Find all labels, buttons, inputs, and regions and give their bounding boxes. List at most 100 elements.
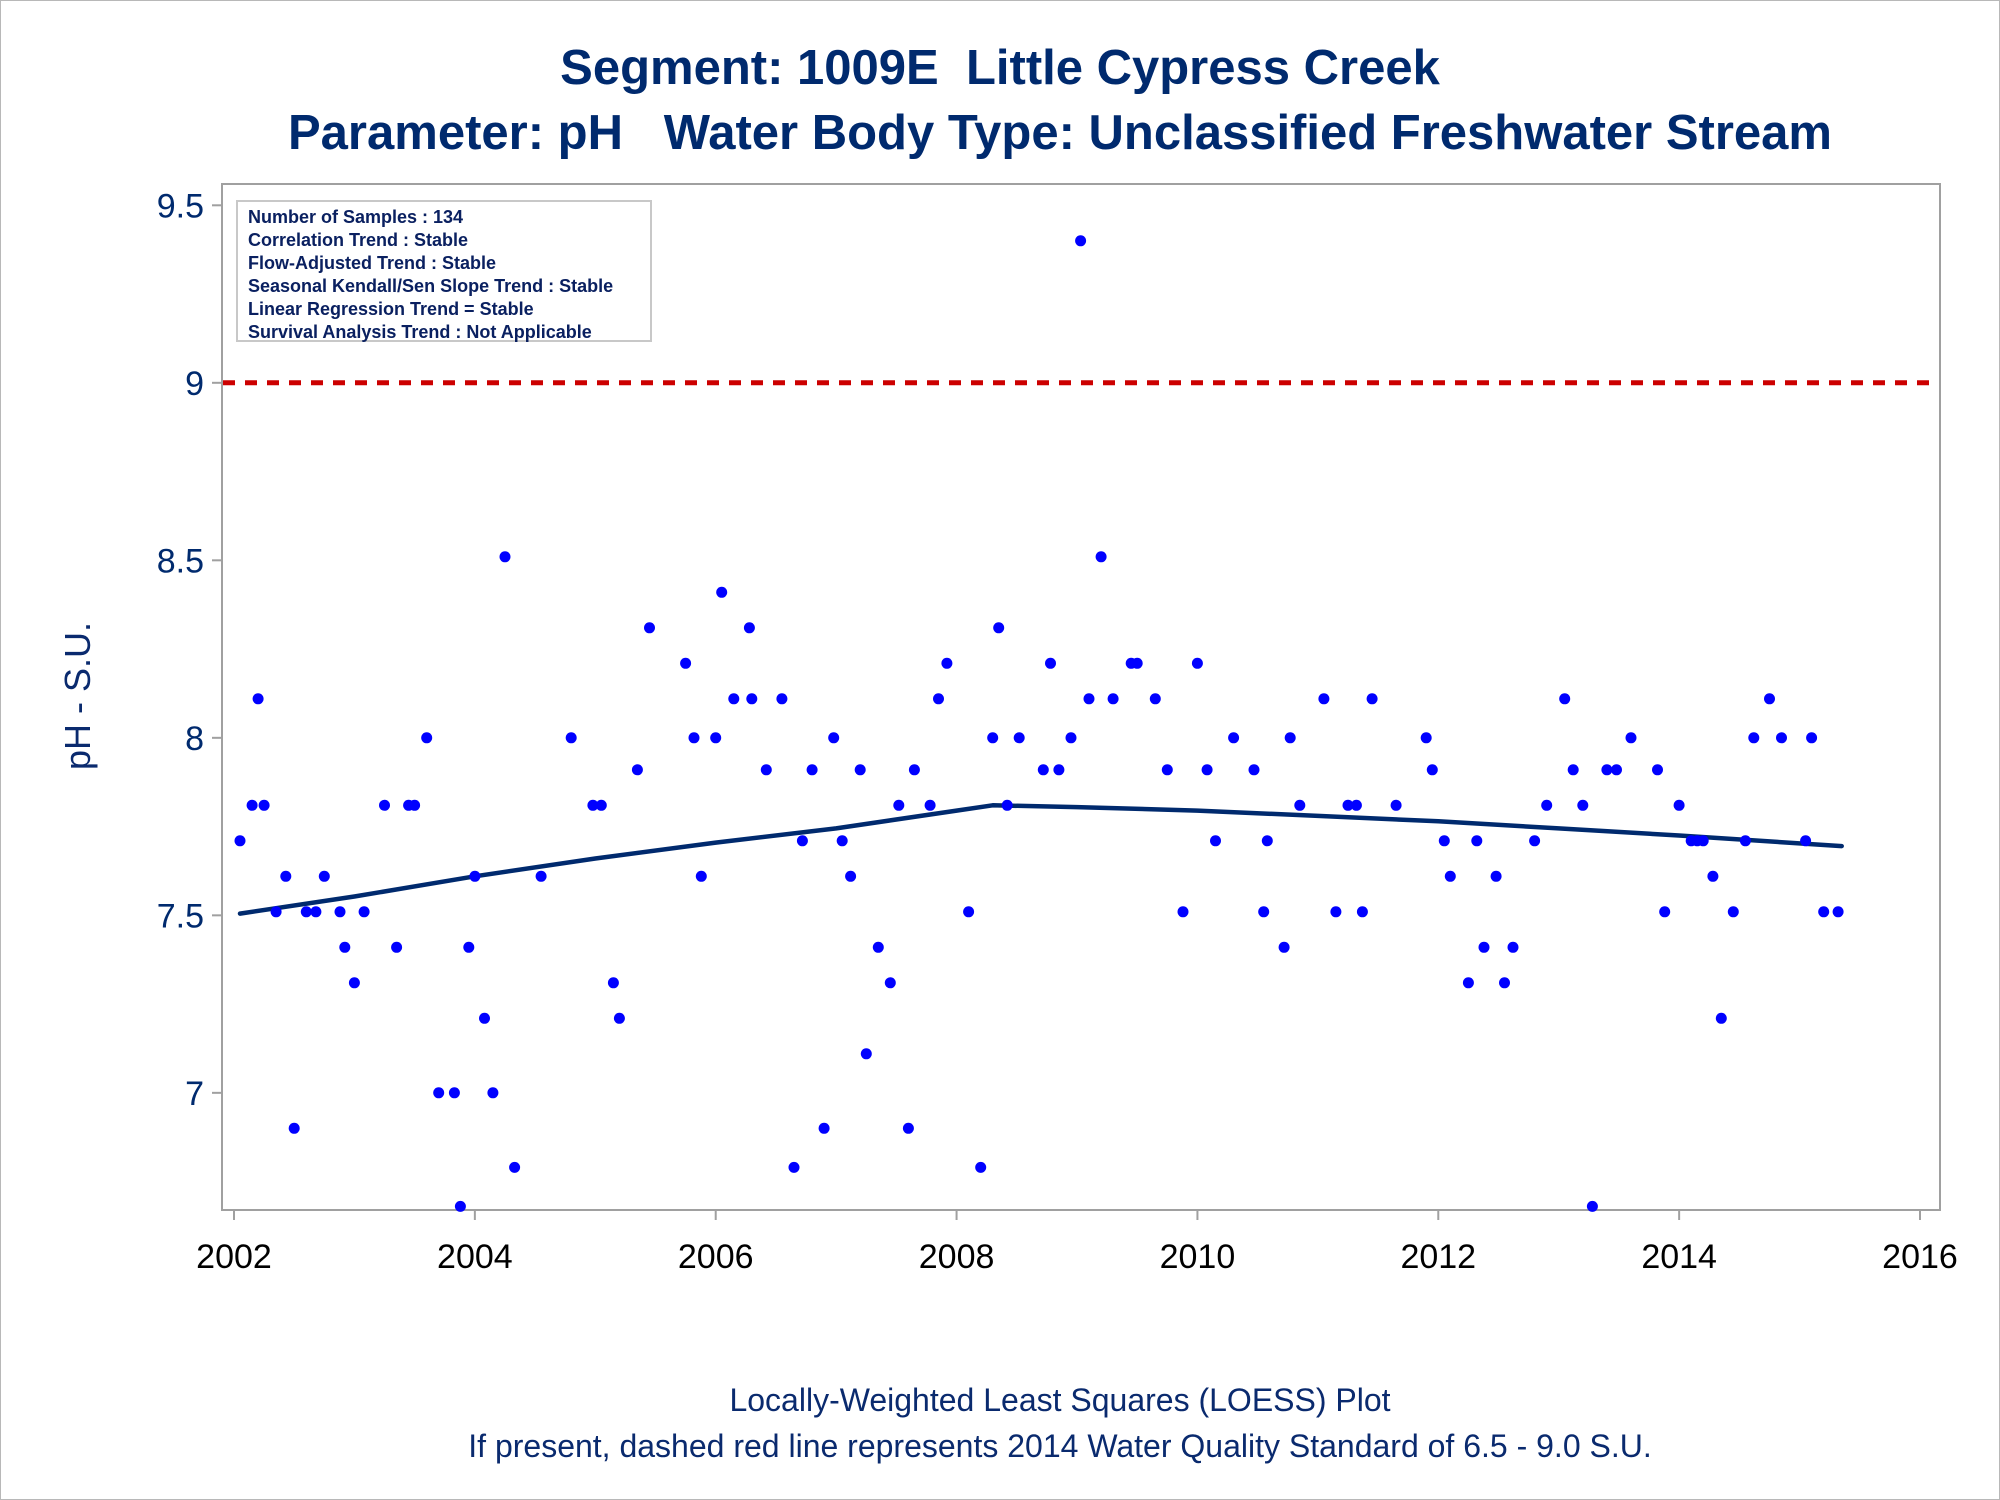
- data-point: [872, 941, 884, 953]
- data-point: [509, 1161, 521, 1173]
- data-point: [1529, 835, 1541, 847]
- data-point: [280, 870, 292, 882]
- data-point: [818, 1122, 830, 1134]
- data-point: [535, 870, 547, 882]
- data-point: [565, 732, 577, 744]
- data-point: [828, 732, 840, 744]
- chart-subtitle: Parameter: pH Water Body Type: Unclassif…: [288, 106, 1832, 160]
- data-point: [688, 732, 700, 744]
- footnote-standard: If present, dashed red line represents 2…: [468, 1428, 1652, 1464]
- y-tick-label: 8.5: [157, 542, 204, 580]
- data-point: [1131, 657, 1143, 669]
- data-point: [1426, 764, 1438, 776]
- data-point: [270, 906, 282, 918]
- y-tick-label: 8: [185, 720, 204, 758]
- y-tick-label: 9.5: [157, 187, 204, 225]
- x-tick-label: 2012: [1400, 1238, 1476, 1276]
- data-point: [884, 977, 896, 989]
- data-point: [845, 870, 857, 882]
- data-point: [1248, 764, 1260, 776]
- data-point: [448, 1087, 460, 1099]
- data-point: [1083, 693, 1095, 705]
- data-point: [310, 906, 322, 918]
- data-point: [924, 799, 936, 811]
- data-point: [1499, 977, 1510, 989]
- data-point: [463, 941, 475, 953]
- data-point: [1210, 835, 1221, 847]
- data-point: [1356, 906, 1368, 918]
- data-point: [728, 693, 740, 705]
- data-point: [1065, 732, 1077, 744]
- data-point: [300, 906, 312, 918]
- data-point: [421, 732, 433, 744]
- data-point: [1366, 693, 1378, 705]
- data-point: [1541, 799, 1553, 811]
- x-tick-label: 2010: [1160, 1238, 1236, 1276]
- y-tick-label: 9: [185, 365, 204, 403]
- data-point: [631, 764, 643, 776]
- data-point: [1478, 941, 1490, 953]
- trend-info-box: Number of Samples : 134 Correlation Tren…: [236, 200, 652, 342]
- data-point: [1800, 835, 1812, 847]
- data-point: [680, 657, 692, 669]
- data-point: [975, 1161, 987, 1173]
- data-point: [1444, 870, 1456, 882]
- data-point: [1107, 693, 1119, 705]
- data-point: [1673, 799, 1685, 811]
- data-point: [1161, 764, 1173, 776]
- data-point: [1278, 941, 1290, 953]
- data-point: [339, 941, 351, 953]
- data-point: [1201, 764, 1213, 776]
- data-point: [987, 732, 999, 744]
- data-point: [1776, 732, 1787, 744]
- footnote-loess: Locally-Weighted Least Squares (LOESS) P…: [729, 1382, 1391, 1418]
- data-point: [252, 693, 264, 705]
- info-line-survival: Survival Analysis Trend : Not Applicable: [248, 322, 592, 342]
- data-point: [454, 1200, 466, 1212]
- data-point: [1045, 657, 1056, 669]
- data-point: [1075, 235, 1087, 247]
- data-point: [933, 693, 944, 705]
- data-point: [1420, 732, 1432, 744]
- data-point: [1806, 732, 1818, 744]
- data-point: [1149, 693, 1161, 705]
- data-point: [1001, 799, 1013, 811]
- data-point: [1053, 764, 1065, 776]
- data-point: [1559, 693, 1571, 705]
- data-point: [788, 1161, 800, 1173]
- data-point: [487, 1087, 499, 1099]
- data-point: [893, 799, 905, 811]
- data-point: [1462, 977, 1474, 989]
- data-point: [1318, 693, 1330, 705]
- data-point: [836, 835, 848, 847]
- data-point: [1715, 1012, 1727, 1024]
- data-point: [760, 764, 772, 776]
- data-point: [1611, 764, 1622, 776]
- x-tick-label: 2006: [678, 1238, 754, 1276]
- data-point: [1228, 732, 1240, 744]
- data-point: [234, 835, 246, 847]
- data-point: [902, 1122, 914, 1134]
- info-line-seasonal-kendall: Seasonal Kendall/Sen Slope Trend : Stabl…: [248, 276, 614, 296]
- data-point: [1577, 799, 1589, 811]
- data-point: [469, 870, 481, 882]
- data-point: [854, 764, 866, 776]
- data-point: [409, 799, 421, 811]
- data-point: [1294, 799, 1306, 811]
- loess-line-group: [237, 803, 1844, 916]
- data-point: [963, 906, 975, 918]
- data-point: [1727, 906, 1739, 918]
- data-point: [1258, 906, 1270, 918]
- x-tick-label: 2016: [1882, 1238, 1958, 1276]
- data-point: [1697, 835, 1709, 847]
- data-point: [334, 906, 346, 918]
- data-point: [796, 835, 808, 847]
- data-point: [1601, 764, 1613, 776]
- x-tick-label: 2004: [437, 1238, 513, 1276]
- data-point: [695, 870, 707, 882]
- x-tick-label: 2002: [196, 1238, 272, 1276]
- data-point: [743, 622, 755, 634]
- data-point: [1625, 732, 1637, 744]
- data-point: [1350, 799, 1362, 811]
